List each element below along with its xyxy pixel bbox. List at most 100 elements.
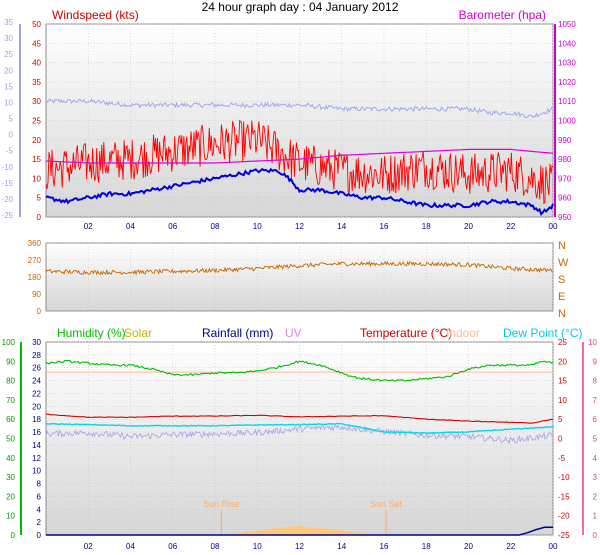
rainfall-tick-label: 6 — [37, 492, 42, 501]
humidity-tick-label: 40 — [6, 454, 15, 463]
temperature-tick-label: 20 — [558, 357, 567, 366]
windspeed-tick-label: 15 — [32, 155, 41, 164]
humidity-tick-label: 60 — [6, 415, 15, 424]
rainfall-tick-label: 0 — [37, 531, 42, 540]
hour-tick-label: 20 — [464, 542, 473, 551]
barometer-tick-label: 950 — [558, 213, 572, 222]
uv-tick-label: 7 — [593, 396, 598, 405]
barometer-tick-label: 1020 — [558, 78, 576, 87]
hour-tick-label: 14 — [337, 542, 346, 551]
hour-tick-label: 04 — [126, 222, 135, 231]
barometer-tick-label: 1010 — [558, 97, 576, 106]
hour-tick-label: 02 — [84, 222, 93, 231]
rainfall-tick-label: 28 — [32, 351, 41, 360]
windspeed-tick-label: 35 — [32, 78, 41, 87]
legend-rainfall: Rainfall (mm) — [202, 326, 273, 340]
feint-tick-label: 35 — [4, 18, 13, 27]
rainfall-tick-label: 24 — [32, 377, 41, 386]
uv-tick-label: 2 — [593, 492, 598, 501]
feint-tick-label: -5 — [6, 147, 14, 156]
hour-tick-label: 04 — [126, 542, 135, 551]
temperature-tick-label: 25 — [558, 338, 567, 347]
humidity-tick-label: 50 — [6, 435, 15, 444]
hour-tick-label: 08 — [211, 542, 220, 551]
humidity-tick-label: 100 — [2, 338, 16, 347]
barometer-tick-label: 1030 — [558, 59, 576, 68]
rainfall-tick-label: 12 — [32, 454, 41, 463]
sun-set-label: Sun Set — [370, 499, 403, 509]
temperature-tick-label: 15 — [558, 377, 567, 386]
sun-rise-label: Sun Rise — [203, 499, 240, 509]
legend-temperature: Temperature (°C) — [360, 326, 452, 340]
rainfall-tick-label: 16 — [32, 428, 41, 437]
humidity-line — [45, 360, 554, 382]
compass-letter: N — [558, 308, 566, 320]
temperature-tick-label: -5 — [558, 454, 566, 463]
hour-tick-label: 00 — [549, 542, 558, 551]
rainfall-tick-label: 10 — [32, 467, 41, 476]
barometer-tick-label: 1050 — [558, 20, 576, 29]
wind-chill-line — [45, 424, 554, 445]
barometer-tick-label: 980 — [558, 155, 572, 164]
rainfall-line — [46, 526, 553, 536]
uv-tick-label: 8 — [593, 377, 598, 386]
feint-tick-label: -25 — [1, 211, 13, 220]
compass-letter: N — [558, 240, 566, 252]
hour-tick-label: 16 — [380, 222, 389, 231]
wind-direction-line — [45, 260, 554, 276]
temperature-tick-label: -10 — [558, 473, 570, 482]
humidity-tick-label: 70 — [6, 396, 15, 405]
temperature-tick-label: -25 — [558, 531, 570, 540]
feint-temperature-line — [45, 98, 554, 119]
uv-tick-label: 9 — [593, 357, 598, 366]
humidity-tick-label: 10 — [6, 512, 15, 521]
hour-tick-label: 06 — [168, 542, 177, 551]
uv-tick-label: 10 — [588, 338, 597, 347]
compass-letter: S — [558, 274, 565, 286]
feint-tick-label: 10 — [4, 98, 13, 107]
feint-tick-label: -10 — [1, 163, 13, 172]
hour-tick-label: 08 — [211, 222, 220, 231]
hour-tick-label: 14 — [337, 222, 346, 231]
rainfall-tick-label: 14 — [32, 441, 41, 450]
feint-tick-label: 15 — [4, 82, 13, 91]
hour-tick-label: 22 — [506, 222, 515, 231]
humidity-tick-label: 30 — [6, 473, 15, 482]
rainfall-tick-label: 30 — [32, 338, 41, 347]
rainfall-tick-label: 18 — [32, 415, 41, 424]
feint-tick-label: 25 — [4, 50, 13, 59]
rainfall-tick-label: 2 — [37, 518, 42, 527]
rainfall-tick-label: 22 — [32, 389, 41, 398]
direction-tick-label: 360 — [28, 239, 42, 248]
windspeed-tick-label: 25 — [32, 117, 41, 126]
legend-humidity: Humidity (%) — [57, 326, 126, 340]
barometer-axis-label: Barometer (hpa) — [459, 8, 546, 22]
windspeed-tick-label: 45 — [32, 39, 41, 48]
feint-tick-label: -20 — [1, 195, 13, 204]
uv-tick-label: 3 — [593, 473, 598, 482]
uv-tick-label: 1 — [593, 512, 598, 521]
humidity-tick-label: 20 — [6, 492, 15, 501]
direction-tick-label: 180 — [28, 273, 42, 282]
barometer-tick-label: 1040 — [558, 39, 576, 48]
compass-letter: W — [558, 257, 569, 269]
hour-tick-label: 16 — [380, 542, 389, 551]
graph-title: 24 hour graph day : 04 January 2012 — [202, 0, 399, 14]
windspeed-tick-label: 10 — [32, 174, 41, 183]
hour-tick-label: 06 — [168, 222, 177, 231]
legend-dew-point: Dew Point (°C) — [503, 326, 582, 340]
hour-tick-label: 22 — [506, 542, 515, 551]
barometer-tick-label: 970 — [558, 174, 572, 183]
direction-tick-label: 90 — [32, 290, 41, 299]
rainfall-tick-label: 20 — [32, 402, 41, 411]
windspeed-tick-label: 30 — [32, 97, 41, 106]
barometer-line — [45, 148, 554, 164]
legend-solar: Solar — [124, 326, 152, 340]
hour-tick-label: 18 — [422, 222, 431, 231]
hour-tick-label: 02 — [84, 542, 93, 551]
hour-tick-label: 10 — [253, 222, 262, 231]
direction-tick-label: 270 — [28, 256, 42, 265]
